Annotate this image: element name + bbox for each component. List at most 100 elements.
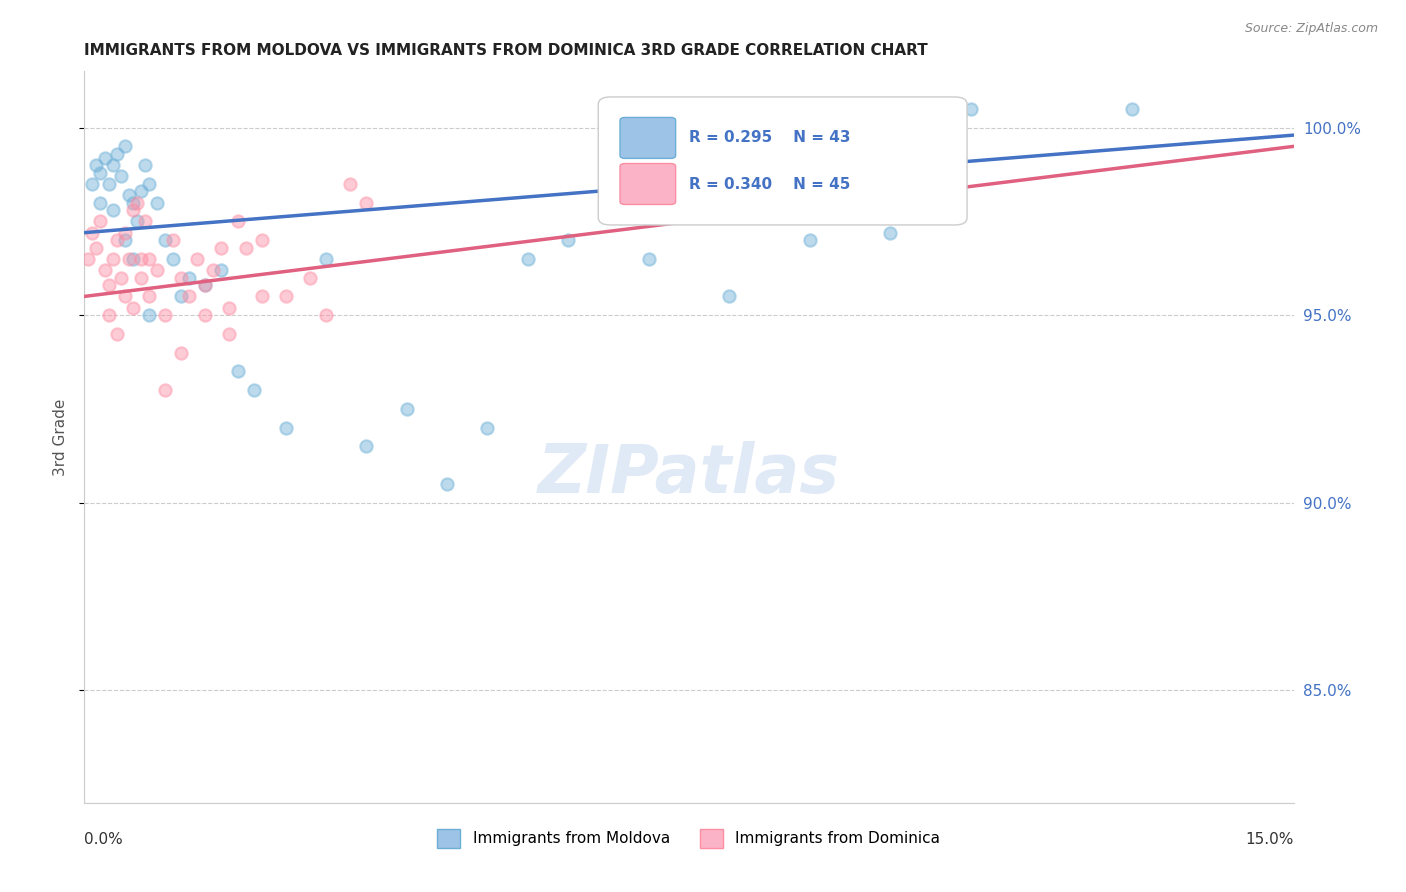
Point xyxy=(799,233,821,247)
Point xyxy=(114,139,136,153)
Point xyxy=(97,177,120,191)
Point xyxy=(557,233,579,247)
Point xyxy=(89,214,111,228)
Point xyxy=(299,270,322,285)
Text: ZIPatlas: ZIPatlas xyxy=(538,441,839,507)
Point xyxy=(89,166,111,180)
Point xyxy=(82,226,104,240)
Point xyxy=(93,263,115,277)
Point xyxy=(138,177,160,191)
Point xyxy=(226,214,249,228)
Point xyxy=(121,252,143,266)
Point xyxy=(516,252,538,266)
Point xyxy=(77,252,100,266)
Text: 15.0%: 15.0% xyxy=(1246,832,1294,847)
Point xyxy=(146,263,169,277)
Point xyxy=(162,252,184,266)
Point xyxy=(134,158,156,172)
Point xyxy=(118,188,141,202)
Point xyxy=(146,195,169,210)
FancyBboxPatch shape xyxy=(620,118,676,159)
Point xyxy=(637,252,659,266)
Point xyxy=(250,233,273,247)
Point xyxy=(153,383,176,397)
Point xyxy=(86,158,108,172)
Point xyxy=(960,102,983,116)
Point xyxy=(356,195,378,210)
Point xyxy=(218,301,240,315)
Point xyxy=(97,308,120,322)
Point xyxy=(110,169,132,184)
Point xyxy=(718,289,741,303)
Point xyxy=(170,270,193,285)
Point xyxy=(121,301,143,315)
Point xyxy=(129,185,152,199)
Text: 0.0%: 0.0% xyxy=(84,832,124,847)
Point xyxy=(315,308,337,322)
Point xyxy=(105,147,128,161)
Point xyxy=(186,252,208,266)
Point xyxy=(105,326,128,341)
Point xyxy=(134,214,156,228)
Point xyxy=(194,278,217,293)
Point xyxy=(138,308,160,322)
FancyBboxPatch shape xyxy=(599,97,967,225)
Point xyxy=(110,270,132,285)
Point xyxy=(125,195,148,210)
Point xyxy=(170,289,193,303)
Point xyxy=(436,477,458,491)
Point xyxy=(101,252,124,266)
Point xyxy=(477,420,499,434)
Point xyxy=(89,195,111,210)
Point xyxy=(242,383,264,397)
Point xyxy=(121,195,143,210)
Point xyxy=(138,289,160,303)
Point xyxy=(121,203,143,218)
Point xyxy=(114,233,136,247)
Point xyxy=(93,151,115,165)
Point xyxy=(82,177,104,191)
Point xyxy=(162,233,184,247)
Point xyxy=(101,158,124,172)
Point xyxy=(129,270,152,285)
Point xyxy=(315,252,337,266)
Point xyxy=(105,233,128,247)
Point xyxy=(274,420,297,434)
Point xyxy=(101,203,124,218)
Point xyxy=(218,326,240,341)
Point xyxy=(209,263,232,277)
Point xyxy=(86,241,108,255)
Point xyxy=(194,278,217,293)
Point xyxy=(179,289,201,303)
FancyBboxPatch shape xyxy=(620,163,676,204)
Point xyxy=(339,177,361,191)
Point xyxy=(209,241,232,255)
Point xyxy=(235,241,257,255)
Point xyxy=(118,252,141,266)
Point xyxy=(395,401,418,416)
Point xyxy=(274,289,297,303)
Point xyxy=(125,214,148,228)
Y-axis label: 3rd Grade: 3rd Grade xyxy=(52,399,67,475)
Point xyxy=(226,364,249,378)
Legend: Immigrants from Moldova, Immigrants from Dominica: Immigrants from Moldova, Immigrants from… xyxy=(432,822,946,854)
Point xyxy=(879,226,901,240)
Point xyxy=(97,278,120,293)
Point xyxy=(202,263,225,277)
Point xyxy=(114,226,136,240)
Point xyxy=(170,345,193,359)
Text: R = 0.295    N = 43: R = 0.295 N = 43 xyxy=(689,130,851,145)
Point xyxy=(153,233,176,247)
Point xyxy=(1121,102,1143,116)
Text: Source: ZipAtlas.com: Source: ZipAtlas.com xyxy=(1244,22,1378,36)
Point xyxy=(153,308,176,322)
Text: R = 0.340    N = 45: R = 0.340 N = 45 xyxy=(689,177,851,192)
Point xyxy=(138,252,160,266)
Point xyxy=(129,252,152,266)
Point xyxy=(114,289,136,303)
Point xyxy=(179,270,201,285)
Point xyxy=(250,289,273,303)
Text: IMMIGRANTS FROM MOLDOVA VS IMMIGRANTS FROM DOMINICA 3RD GRADE CORRELATION CHART: IMMIGRANTS FROM MOLDOVA VS IMMIGRANTS FR… xyxy=(84,43,928,58)
Point xyxy=(356,440,378,454)
Point xyxy=(194,308,217,322)
